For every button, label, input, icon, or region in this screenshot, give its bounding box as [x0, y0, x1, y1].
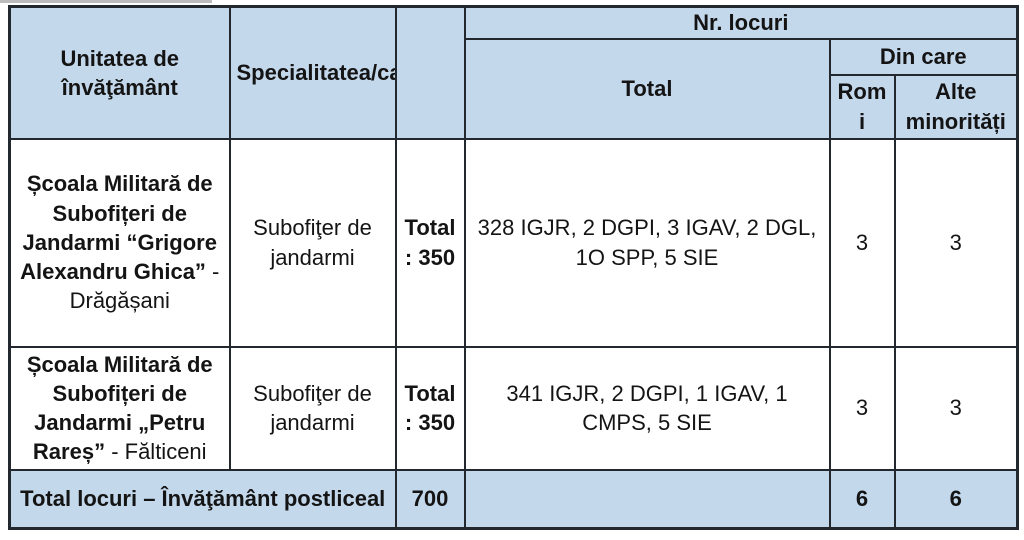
specialty-cell: Subofiţer de jandarmi	[228, 345, 397, 471]
footer-breakdown-cell	[463, 468, 831, 530]
column-header-blank	[394, 5, 466, 140]
alte-minoritati-count-cell: 3	[893, 137, 1019, 348]
specialty-cell: Subofiţer de jandarmi	[228, 137, 397, 348]
header-row-3: Romi Alte minorități	[10, 73, 1019, 140]
footer-row: Total locuri – Învăţământ postliceal 700…	[8, 468, 1019, 530]
header-row-2: Total Din care	[10, 37, 1019, 140]
column-header-din-care: Din care	[828, 37, 1019, 76]
romi-count-cell: 3	[828, 345, 896, 471]
scan-artifact	[0, 0, 212, 3]
total-breakdown-cell: 341 IGJR, 2 DGPI, 1 IGAV, 1 CMPS, 5 SIE	[463, 345, 831, 471]
footer-total-value: 700	[394, 468, 466, 530]
unit-cell: Școala Militară de Subofițeri de Jandarm…	[8, 345, 231, 471]
alte-minoritati-count-cell: 3	[893, 345, 1019, 471]
romi-count-cell: 3	[828, 137, 896, 348]
table-row: Școala Militară de Subofițeri de Jandarm…	[8, 137, 1019, 348]
header-row-1: Unitatea de învăţământ Specialitatea/cal…	[8, 5, 1019, 140]
unit-name-bold: Școala Militară de Subofițeri de Jandarm…	[26, 351, 213, 465]
total-places-cell: Total : 350	[394, 345, 466, 471]
unit-name-location: - Drăgășani	[69, 259, 220, 314]
unit-name-bold: Școala Militară de Subofițeri de Jandarm…	[20, 171, 217, 285]
footer-romi-total: 6	[828, 468, 896, 530]
column-header-total: Total	[463, 37, 831, 140]
column-header-romi: Romi	[828, 73, 896, 140]
column-header-unit: Unitatea de învăţământ	[8, 5, 231, 140]
column-header-specialty: Specialitatea/calificarea	[228, 5, 397, 140]
unit-cell: Școala Militară de Subofițeri de Jandarm…	[8, 137, 231, 348]
unit-name-location: - Fălticeni	[105, 439, 207, 465]
table-row: Școala Militară de Subofițeri de Jandarm…	[8, 345, 1019, 471]
column-header-nr-locuri: Nr. locuri	[463, 5, 1019, 40]
total-breakdown-cell: 328 IGJR, 2 DGPI, 3 IGAV, 2 DGL, 1O SPP,…	[463, 137, 831, 348]
footer-total-label: Total locuri – Învăţământ postliceal	[8, 468, 397, 530]
column-header-alte-minoritati: Alte minorități	[893, 73, 1019, 140]
footer-alte-minoritati-total: 6	[893, 468, 1019, 530]
total-places-cell: Total : 350	[394, 137, 466, 348]
admission-places-table: Unitatea de învăţământ Specialitatea/cal…	[8, 5, 1020, 530]
